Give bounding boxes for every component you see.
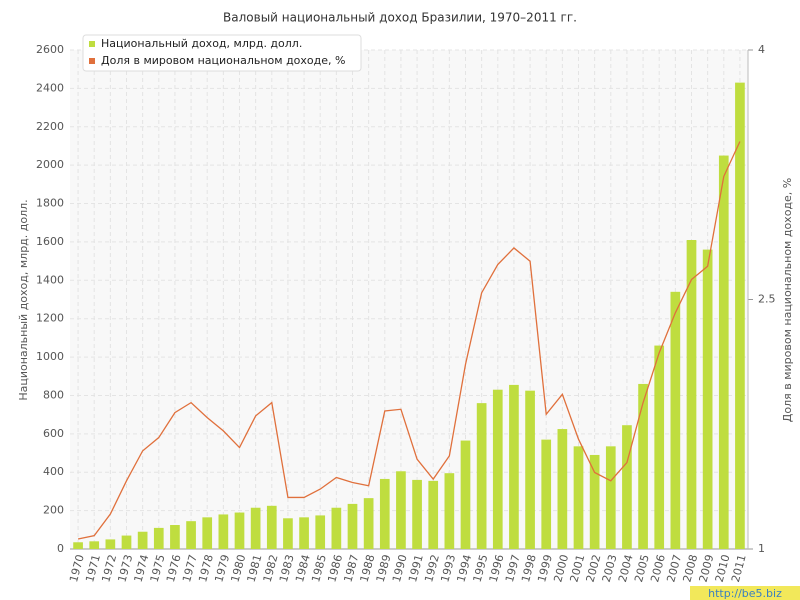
bar <box>218 514 229 549</box>
bar <box>250 507 261 549</box>
bar <box>266 505 277 549</box>
bar <box>121 535 132 549</box>
legend-label: Доля в мировом национальном доходе, % <box>101 54 345 67</box>
bar <box>557 429 568 549</box>
bar <box>331 507 342 549</box>
legend-marker <box>89 41 95 47</box>
bar <box>315 515 326 549</box>
bar <box>573 446 584 549</box>
watermark: http://be5.biz <box>708 587 782 600</box>
y-tick-label: 2600 <box>36 43 64 56</box>
bar <box>153 527 164 549</box>
y-tick-label: 0 <box>57 542 64 555</box>
bar <box>670 291 681 549</box>
bar <box>444 473 455 549</box>
plot-area <box>70 50 748 549</box>
bar <box>476 403 487 549</box>
bar <box>702 249 713 549</box>
y-tick-label: 2200 <box>36 120 64 133</box>
legend-label: Национальный доход, млрд. долл. <box>101 37 302 50</box>
bar <box>589 454 600 549</box>
bar <box>605 446 616 549</box>
bar <box>686 240 697 549</box>
bar <box>202 517 213 549</box>
legend-marker <box>89 58 95 64</box>
y-tick-label: 400 <box>43 465 64 478</box>
bar <box>412 479 422 549</box>
legend-box <box>82 34 362 72</box>
y-tick-label: 1400 <box>36 273 64 286</box>
y-tick-label: 1200 <box>36 312 64 325</box>
y2-axis-label: Доля в мировом национальном доходе, % <box>781 178 794 422</box>
bar <box>396 471 406 549</box>
bar <box>234 512 245 549</box>
bar <box>428 480 439 549</box>
y2-tick-label: 4 <box>758 43 765 56</box>
bar <box>638 383 648 549</box>
y-tick-label: 2400 <box>36 81 64 94</box>
bar <box>622 425 632 549</box>
y-tick-label: 1600 <box>36 235 64 248</box>
bar <box>283 518 293 549</box>
bar <box>299 517 309 549</box>
bar <box>137 531 148 549</box>
bar <box>460 440 471 549</box>
y-tick-label: 800 <box>43 388 64 401</box>
y-tick-label: 200 <box>43 504 64 517</box>
bar <box>170 525 180 549</box>
y-tick-label: 1000 <box>36 350 64 363</box>
bar <box>509 384 519 549</box>
bar <box>492 389 503 549</box>
bar <box>718 155 729 550</box>
y-tick-label: 600 <box>43 427 64 440</box>
y-tick-label: 2000 <box>36 158 64 171</box>
y2-tick-label: 1 <box>758 542 765 555</box>
bar <box>525 390 535 549</box>
bar <box>735 82 745 549</box>
bar <box>89 541 100 549</box>
bar <box>105 539 116 549</box>
bar <box>347 503 358 549</box>
y-tick-label: 1800 <box>36 197 64 210</box>
bar <box>541 439 552 549</box>
line <box>77 141 741 540</box>
watermark-bg <box>690 586 800 600</box>
bar <box>186 521 196 549</box>
bar <box>379 478 390 549</box>
bar <box>73 542 83 549</box>
y-axis-label: Национальный доход, млрд. долл. <box>17 199 30 400</box>
bar <box>654 345 665 549</box>
bar <box>363 498 374 549</box>
chart-title: Валовый национальный доход Бразилии, 197… <box>223 11 577 25</box>
y2-tick-label: 2.5 <box>758 293 776 306</box>
